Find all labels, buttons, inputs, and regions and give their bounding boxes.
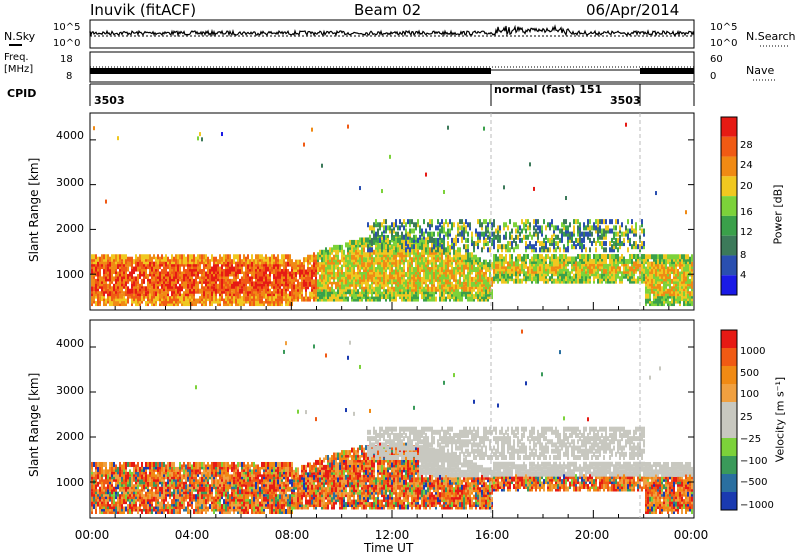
- power-colorbar-segment: [721, 157, 737, 177]
- xtick-1600: 16:00: [467, 528, 517, 542]
- power-colorbar-segment: [721, 255, 737, 275]
- nsky-trace: [90, 26, 694, 35]
- vel-cbar-tick-25: 25: [740, 412, 753, 423]
- xtick-0400: 04:00: [167, 528, 217, 542]
- velocity-colorbar-segment: [721, 492, 737, 510]
- velocity-ytick-2000: 2000: [52, 430, 84, 443]
- power-colorbar-segment: [721, 137, 737, 157]
- velocity-colorbar-segment: [721, 438, 737, 456]
- power-cbar-tick-20: 20: [740, 181, 753, 192]
- power-cbar-tick-16: 16: [740, 207, 753, 218]
- freq-band-1: [90, 68, 491, 74]
- velocity-ytick-3000: 3000: [52, 384, 84, 397]
- velocity-colorbar-segment: [721, 366, 737, 384]
- velocity-panel-ylabel: Slant Range [km]: [27, 377, 41, 477]
- power-cbar-tick-4: 4: [740, 270, 746, 281]
- power-colorbar-segment: [721, 216, 737, 236]
- velocity-colorbar-segment: [721, 474, 737, 492]
- power-colorbar-segment: [721, 117, 737, 137]
- power-cbar-tick-12: 12: [740, 227, 753, 238]
- velocity-colorbar-segment: [721, 348, 737, 366]
- xtick-0800: 08:00: [267, 528, 317, 542]
- power-cbar-tick-28: 28: [740, 140, 753, 151]
- vel-cbar-tick-500: 500: [740, 368, 759, 379]
- xtick-1200: 12:00: [367, 528, 417, 542]
- velocity-colorbar-segment: [721, 420, 737, 438]
- velocity-colorbar-segment: [721, 456, 737, 474]
- vel-cbar-tick-neg100: −100: [740, 456, 767, 467]
- vel-cbar-tick-100: 100: [740, 389, 759, 400]
- xtick-2400: 00:00: [666, 528, 716, 542]
- power-cbar-label: Power [dB]: [772, 165, 785, 265]
- xtick-0000: 00:00: [67, 528, 117, 542]
- power-panel-ylabel: Slant Range [km]: [27, 162, 41, 262]
- power-ytick-4000: 4000: [52, 129, 84, 142]
- freq-band-3: [640, 68, 694, 74]
- vel-cbar-tick-neg1000: −1000: [740, 500, 774, 511]
- vel-cbar-tick-1000: 1000: [740, 346, 765, 357]
- vel-cbar-tick-neg500: −500: [740, 477, 767, 488]
- power-ytick-2000: 2000: [52, 222, 84, 235]
- power-cbar-tick-24: 24: [740, 160, 753, 171]
- power-cbar-tick-8: 8: [740, 250, 746, 261]
- velocity-ytick-4000: 4000: [52, 337, 84, 350]
- power-colorbar-segment: [721, 275, 737, 295]
- power-ytick-1000: 1000: [52, 268, 84, 281]
- power-colorbar-segment: [721, 236, 737, 256]
- velocity-colorbar-segment: [721, 330, 737, 348]
- power-colorbar-segment: [721, 176, 737, 196]
- vel-cbar-tick-neg25: −25: [740, 434, 761, 445]
- power-ytick-3000: 3000: [52, 176, 84, 189]
- velocity-cbar-label: Velocity [m s⁻¹]: [774, 370, 787, 470]
- power-colorbar-segment: [721, 196, 737, 216]
- velocity-ytick-1000: 1000: [52, 476, 84, 489]
- xtick-2000: 20:00: [567, 528, 617, 542]
- xaxis-label: Time UT: [364, 541, 413, 555]
- velocity-colorbar-segment: [721, 402, 737, 420]
- velocity-colorbar-segment: [721, 384, 737, 402]
